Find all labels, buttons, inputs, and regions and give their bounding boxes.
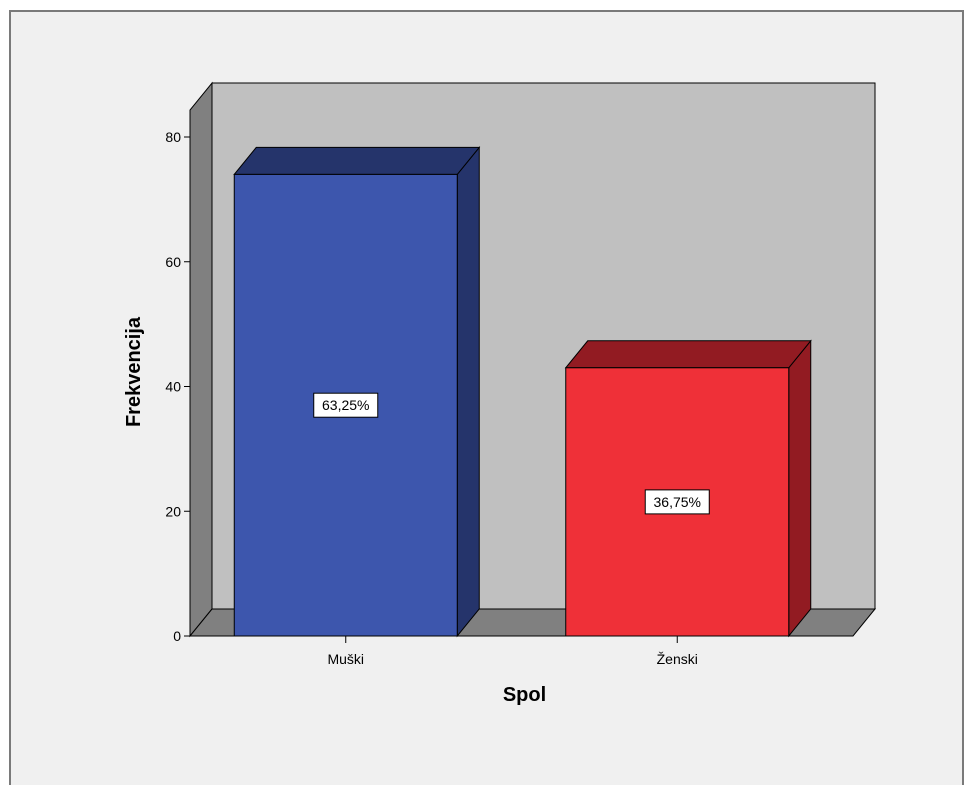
data-label-text: 63,25% [322,397,369,413]
y-axis-title: Frekvencija [123,316,145,427]
y-tick-label: 0 [173,628,181,644]
y-tick-label: 80 [165,129,181,145]
bar-side [788,339,812,638]
bar-top [564,340,812,369]
y-axis-ticks: 0 20 40 60 80 [165,129,190,644]
data-label: 63,25% [313,392,379,418]
bars-group: 63,25% 36,75% [233,146,812,638]
data-label-text: 36,75% [654,494,701,510]
data-label-box [313,392,379,418]
y-tick-label: 40 [165,379,181,395]
bar-side [456,146,480,638]
chart-side-wall [189,81,213,638]
x-axis-title: Spol [503,684,546,706]
x-tick-label: Ženski [657,651,698,667]
y-tick-label: 60 [165,254,181,270]
data-label: 36,75% [644,489,710,515]
x-axis-ticks: Muški Ženski [327,636,698,667]
y-tick-label: 20 [165,503,181,519]
data-label-box [644,489,710,515]
x-tick-label: Muški [327,651,364,667]
bar [564,339,812,638]
bar [233,146,481,638]
bar-top [233,146,481,175]
